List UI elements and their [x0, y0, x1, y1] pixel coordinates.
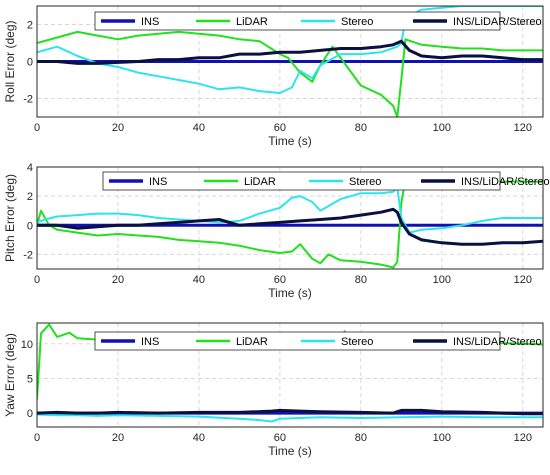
panel-3-x-tick-label: 40 [193, 432, 205, 444]
panel-2-series-stereo [37, 186, 543, 234]
panel-3-x-tick-label: 100 [433, 432, 451, 444]
panel-1-x-tick-label: 60 [274, 122, 286, 134]
panel-2-x-tick-label: 60 [274, 274, 286, 286]
panel-2-y-tick-label: 0 [27, 220, 33, 232]
panel-1-legend-label-lidar: LiDAR [236, 16, 268, 28]
panel-1-axes-box [36, 5, 544, 118]
panel-2-y-axis-label: Pitch Error (deg) [3, 174, 17, 262]
panel-1-x-axis-label: Time (s) [268, 134, 312, 148]
panel-3-x-tick-label: 80 [355, 432, 367, 444]
panel-3-x-tick-label: 60 [274, 432, 286, 444]
panel-1-legend-label-stereo: Stereo [341, 16, 373, 28]
panel-3-legend [94, 331, 501, 351]
panel-1-x-tick-label: 120 [514, 122, 532, 134]
panel-3-legend-label-ins-lidar-stereo: INS/LiDAR/Stereo [453, 336, 542, 348]
panel-2-legend-label-stereo: Stereo [349, 176, 381, 188]
panel-2-legend-label-lidar: LiDAR [244, 176, 276, 188]
panel-3-y-tick-label: 10 [21, 339, 33, 351]
panel-1-y-axis-label: Roll Error (deg) [3, 20, 17, 102]
panel-1-x-tick-label: 40 [193, 122, 205, 134]
panel-1-legend [94, 11, 501, 31]
panel-2-x-tick-label: 0 [34, 274, 40, 286]
panel-3-axes-box [36, 322, 544, 428]
panel-3-x-axis-label: Time (s) [268, 444, 312, 458]
panel-3-y-axis-label: Yaw Error (deg) [3, 333, 17, 417]
panel-2-series-ins-lidar-stereo [37, 207, 543, 246]
panel-2-legend-label-ins-lidar-stereo: INS/LiDAR/Stereo [461, 176, 550, 188]
panel-1-y-tick-label: 0 [27, 57, 33, 69]
panel-2-x-axis-label: Time (s) [268, 286, 312, 300]
panel-3-y-tick-label: 5 [27, 373, 33, 385]
panel-3-x-tick-label: 20 [112, 432, 124, 444]
panel-1-y-tick-label: -2 [23, 94, 33, 106]
panel-2-x-tick-label: 20 [112, 274, 124, 286]
panel-3-x-tick-label: 120 [514, 432, 532, 444]
panel-3-series-ins-lidar-stereo [37, 408, 543, 416]
panel-2-x-tick-label: 40 [193, 274, 205, 286]
panel-2-legend [102, 171, 501, 191]
panel-3-y-tick-label: 0 [27, 408, 33, 420]
panel-1-y-tick-label: 2 [27, 20, 33, 32]
panel-2-x-tick-label: 120 [514, 274, 532, 286]
panel-1-legend-label-ins-lidar-stereo: INS/LiDAR/Stereo [453, 16, 542, 28]
panel-2-y-tick-label: 2 [27, 191, 33, 203]
panel-3-legend-label-ins: INS [141, 336, 159, 348]
panel-1-series-ins-lidar-stereo [37, 39, 543, 65]
panel-2-y-tick-label: 4 [27, 162, 33, 174]
panel-1-x-tick-label: 0 [34, 122, 40, 134]
panel-2-x-tick-label: 80 [355, 274, 367, 286]
panel-2-axes-box [36, 166, 544, 270]
panel-1-x-tick-label: 100 [433, 122, 451, 134]
panel-3-legend-label-lidar: LiDAR [236, 336, 268, 348]
panel-2-x-tick-label: 100 [433, 274, 451, 286]
panel-1-series-stereo [37, 6, 543, 94]
panel-2-y-tick-label: -2 [23, 249, 33, 261]
panel-1-legend-label-ins: INS [141, 16, 159, 28]
panel-1-x-tick-label: 80 [355, 122, 367, 134]
panel-3-series-stereo [37, 413, 543, 423]
panel-3-x-tick-label: 0 [34, 432, 40, 444]
panel-1-x-tick-label: 20 [112, 122, 124, 134]
panel-3-legend-label-stereo: Stereo [341, 336, 373, 348]
panel-2-legend-label-ins: INS [149, 176, 167, 188]
